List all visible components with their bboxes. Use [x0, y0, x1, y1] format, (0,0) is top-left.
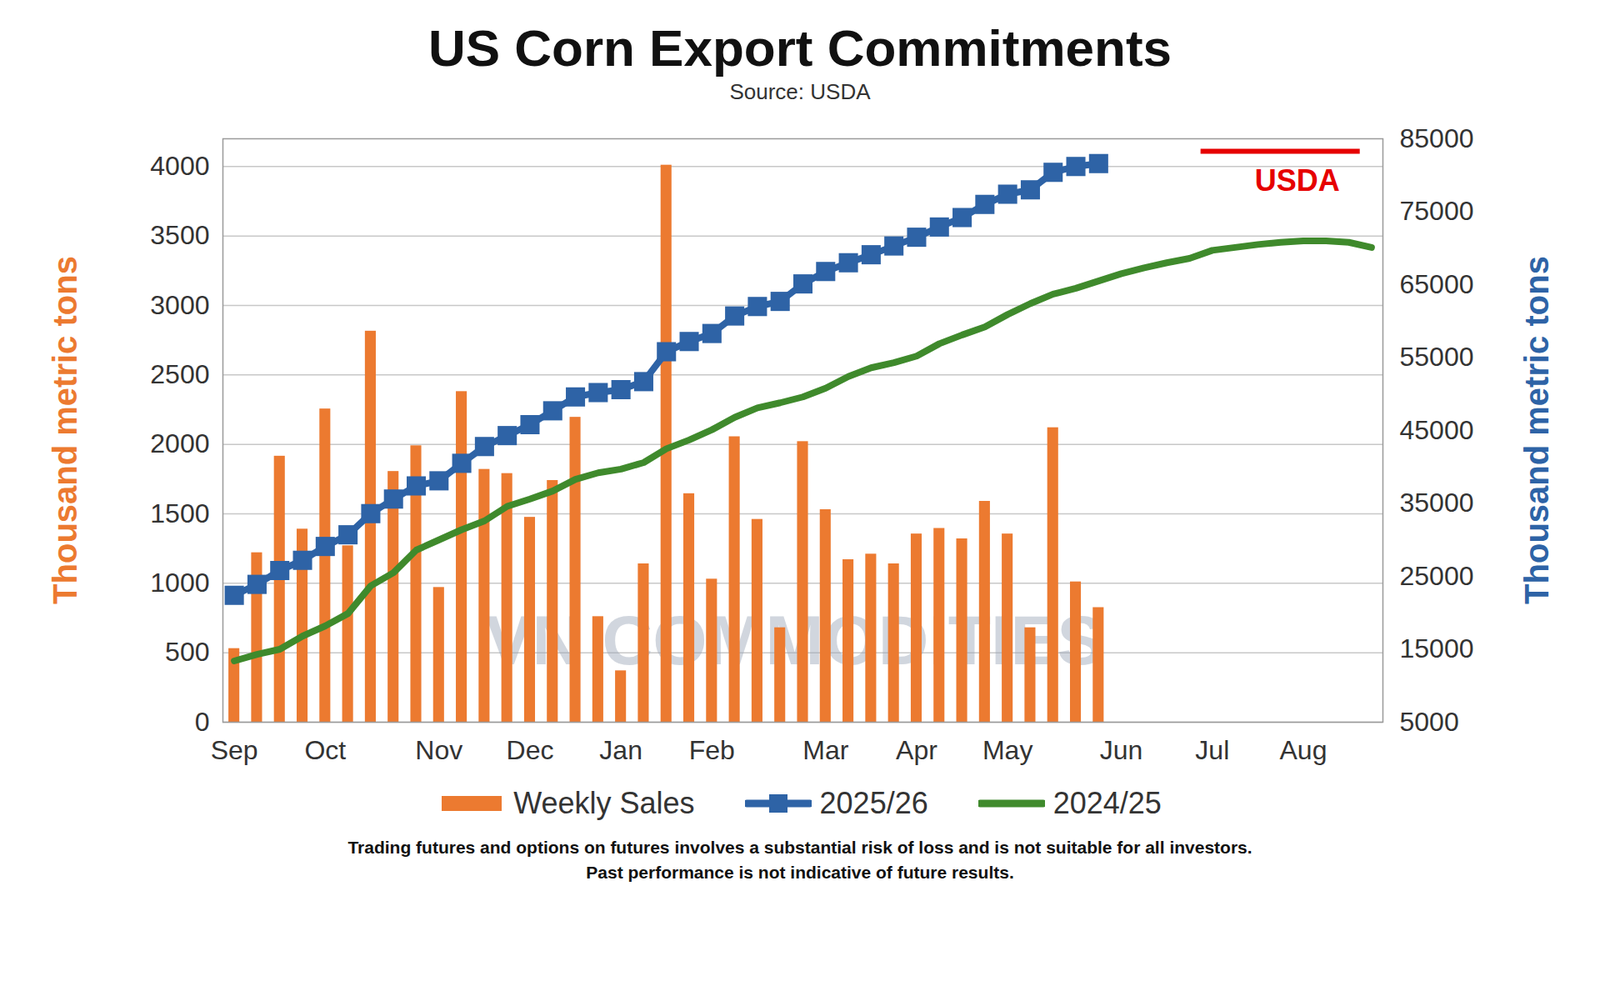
svg-text:Feb: Feb	[689, 735, 735, 765]
svg-text:3500: 3500	[150, 220, 210, 250]
svg-text:Nov: Nov	[415, 735, 463, 765]
svg-text:2500: 2500	[150, 359, 210, 390]
html-text:2024/25: 2024/25	[1053, 785, 1162, 820]
svg-text:4000: 4000	[150, 150, 210, 181]
svg-text:2000: 2000	[150, 428, 210, 459]
html-text:Past performance is not indica: Past performance is not indicative of fu…	[586, 862, 1014, 882]
svg-text:45000: 45000	[1400, 415, 1475, 445]
html-text:Trading futures and options on: Trading futures and options on futures i…	[347, 837, 1253, 857]
svg-text:Oct: Oct	[304, 735, 346, 765]
svg-text:USDA: USDA	[1255, 163, 1340, 198]
svg-text:85000: 85000	[1400, 123, 1475, 154]
svg-text:55000: 55000	[1400, 341, 1475, 372]
svg-text:Jul: Jul	[1195, 735, 1230, 765]
svg-text:May: May	[982, 735, 1033, 765]
svg-text:Aug: Aug	[1280, 735, 1328, 765]
svg-text:Apr: Apr	[895, 735, 938, 765]
svg-text:Dec: Dec	[506, 735, 555, 765]
svg-text:3000: 3000	[150, 290, 210, 320]
svg-text:1500: 1500	[150, 498, 210, 529]
svg-text:35000: 35000	[1400, 487, 1475, 518]
svg-text:Mar: Mar	[802, 735, 849, 765]
svg-text:1000: 1000	[150, 567, 210, 598]
svg-text:75000: 75000	[1400, 195, 1475, 226]
svg-text:Sep: Sep	[210, 735, 259, 765]
svg-text:25000: 25000	[1400, 560, 1475, 591]
svg-text:Jan: Jan	[599, 735, 643, 765]
svg-text:15000: 15000	[1400, 633, 1475, 664]
html-text:US Corn Export Commitments: US Corn Export Commitments	[428, 19, 1172, 77]
html-text:2025/26: 2025/26	[819, 785, 929, 820]
svg-text:Thousand metric tons: Thousand metric tons	[46, 255, 84, 605]
html-text:Weekly Sales: Weekly Sales	[513, 785, 695, 820]
svg-text:0: 0	[195, 706, 210, 737]
svg-text:65000: 65000	[1400, 269, 1475, 300]
html-text:Source: USDA: Source: USDA	[729, 79, 871, 105]
svg-text:Thousand metric tons: Thousand metric tons	[1518, 255, 1555, 605]
svg-text:500: 500	[165, 636, 210, 667]
svg-text:5000: 5000	[1400, 706, 1460, 737]
svg-text:Jun: Jun	[1100, 735, 1144, 765]
